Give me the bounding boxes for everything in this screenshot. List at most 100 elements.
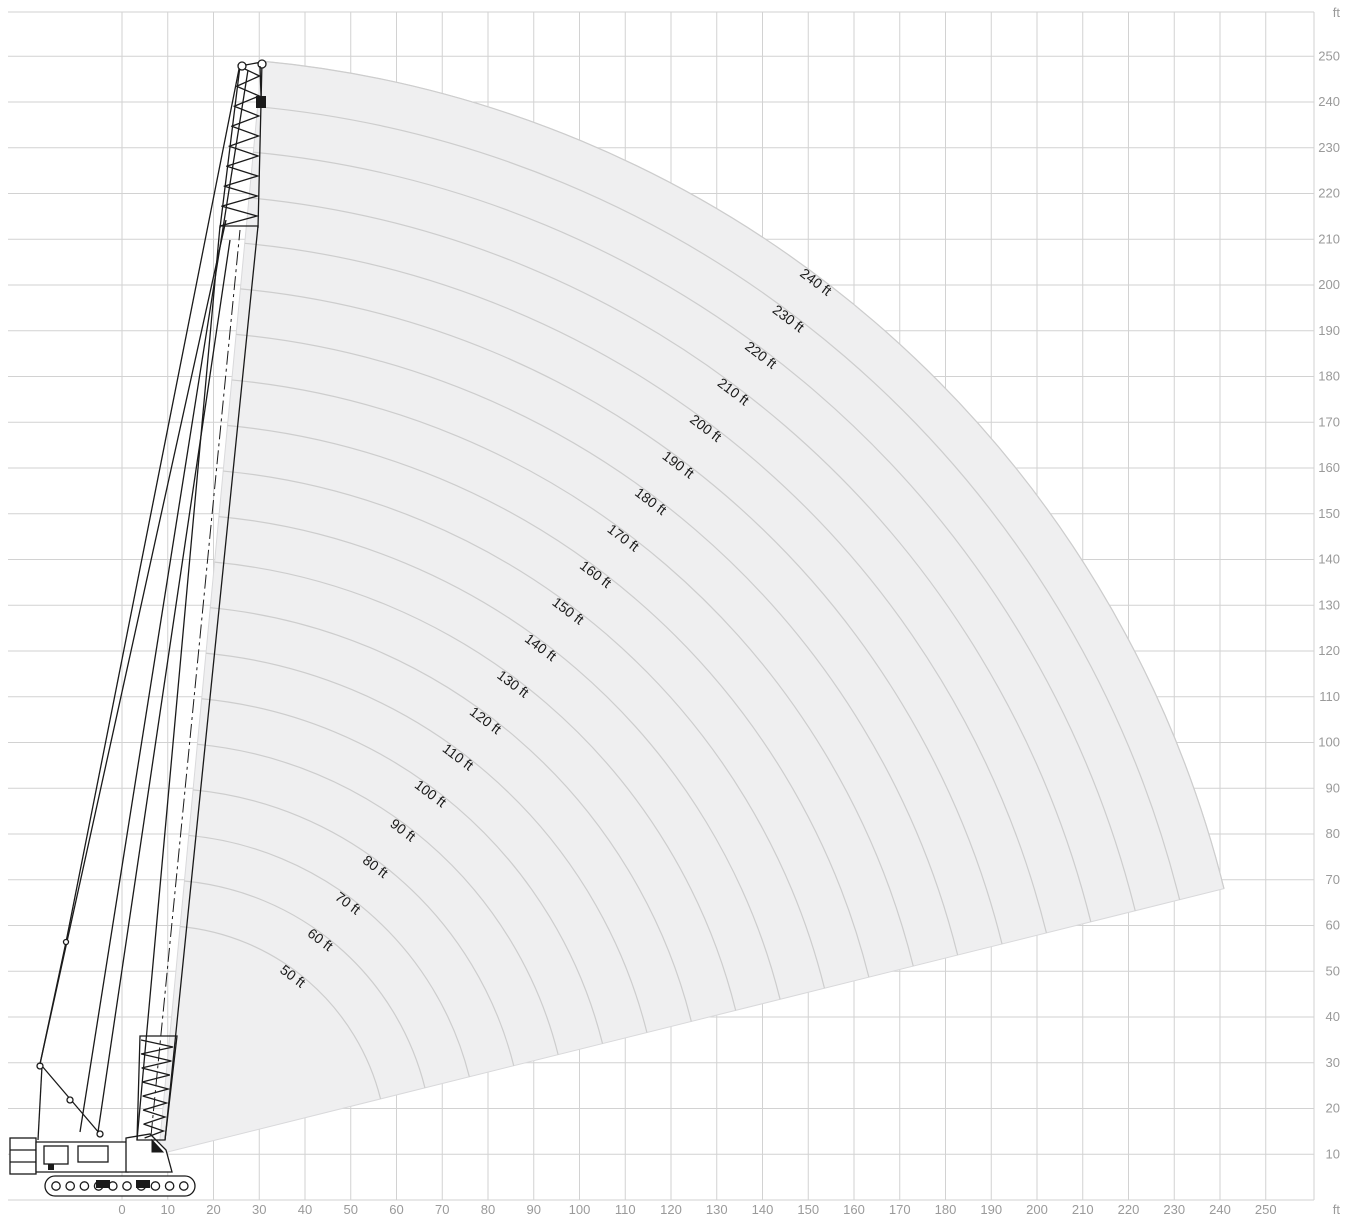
lattice-brace	[227, 145, 261, 167]
boom-length-arc	[227, 424, 870, 978]
x-tick-label: 90	[527, 1202, 541, 1217]
y-tick-label: 150	[1318, 506, 1340, 521]
y-tick-label: 240	[1318, 94, 1340, 109]
y-tick-label: 90	[1326, 780, 1340, 795]
x-tick-label: 140	[752, 1202, 774, 1217]
lattice-brace	[222, 185, 260, 207]
pendant-pin	[66, 1096, 74, 1104]
boom-length-arc	[261, 60, 1225, 889]
y-axis-unit-label: ft	[1333, 5, 1341, 20]
x-tick-label: 220	[1118, 1202, 1140, 1217]
crawler-track	[44, 1175, 196, 1197]
y-tick-label: 100	[1318, 735, 1340, 750]
lattice-brace	[142, 1095, 169, 1111]
boom-length-arc	[218, 515, 781, 1000]
boom-length-arc	[192, 789, 515, 1066]
x-tick-label: 110	[615, 1202, 636, 1217]
axis-labels: ft ft 0 10 20 30 40 50 60 70 80 90 100 110 120 130 140…	[118, 5, 1340, 1217]
y-tick-label: 200	[1318, 277, 1340, 292]
x-tick-label: 0	[118, 1202, 125, 1217]
track-roller	[79, 1181, 90, 1191]
lattice-brace	[224, 165, 260, 187]
track-roller	[178, 1181, 189, 1191]
boom-length-arc	[205, 652, 648, 1033]
lattice-brace	[142, 1109, 168, 1125]
y-tick-label: 210	[1318, 231, 1340, 246]
boom-length-arc	[188, 834, 470, 1077]
x-tick-label: 10	[161, 1202, 175, 1217]
hook-line	[259, 65, 262, 97]
pendant-pin	[96, 1130, 104, 1138]
y-tick-label: 220	[1318, 186, 1340, 201]
x-tick-label: 180	[935, 1202, 957, 1217]
boom-length-arc	[223, 470, 826, 989]
hoist-line	[79, 69, 249, 1133]
y-tick-label: 130	[1318, 597, 1340, 612]
boom-length-arc	[214, 561, 737, 1011]
boom-length-arc	[257, 106, 1181, 900]
x-tick-label: 120	[660, 1202, 682, 1217]
y-tick-label: 10	[1326, 1146, 1340, 1161]
boom-length-arc	[210, 607, 692, 1022]
x-tick-label: 200	[1026, 1202, 1048, 1217]
lattice-brace	[234, 85, 261, 107]
y-tick-label: 20	[1326, 1101, 1340, 1116]
x-tick-label: 70	[435, 1202, 449, 1217]
x-axis-unit-label: ft	[1333, 1202, 1341, 1217]
y-tick-label: 110	[1319, 689, 1340, 704]
x-tick-label: 160	[843, 1202, 865, 1217]
boom-length-arc	[236, 333, 959, 956]
x-tick-label: 190	[980, 1202, 1002, 1217]
x-tick-label: 20	[206, 1202, 220, 1217]
y-tick-label: 120	[1318, 643, 1340, 658]
lattice-brace	[141, 1053, 172, 1069]
boom-length-arcs	[180, 60, 1225, 1100]
lattice-brace	[229, 125, 261, 147]
boom-pendant-2	[39, 219, 227, 1065]
y-tick-label: 70	[1326, 872, 1340, 887]
machinery-box	[43, 1145, 69, 1165]
boom-length-arc	[197, 743, 559, 1055]
tip-sheave	[237, 61, 247, 71]
boom-length-arc	[244, 242, 1048, 934]
boom-length-arc	[240, 288, 1003, 945]
x-tick-label: 170	[889, 1202, 911, 1217]
x-tick-label: 50	[344, 1202, 358, 1217]
crawler-crane-illustration	[9, 59, 267, 1197]
y-tick-label: 40	[1326, 1009, 1340, 1024]
operator-cab	[125, 1133, 173, 1173]
x-tick-label: 40	[298, 1202, 312, 1217]
boom-length-arc	[248, 197, 1092, 922]
body-detail	[48, 1164, 54, 1170]
y-tick-label: 160	[1318, 460, 1340, 475]
track-roller	[150, 1181, 161, 1191]
lattice-brace	[232, 105, 261, 127]
y-tick-label: 60	[1326, 918, 1340, 933]
x-tick-label: 250	[1255, 1202, 1277, 1217]
lattice-brace	[141, 1067, 170, 1083]
boom-length-arc	[201, 698, 604, 1044]
lattice-brace	[219, 205, 260, 227]
y-tick-label: 50	[1326, 963, 1340, 978]
track-block	[136, 1180, 150, 1188]
boom-pendant	[65, 63, 241, 943]
track-roller	[164, 1181, 175, 1191]
cab-window	[151, 1138, 165, 1153]
lattice-brace	[237, 65, 262, 87]
x-tick-label: 60	[389, 1202, 403, 1217]
boom-butt-section	[136, 1035, 178, 1141]
x-tick-label: 30	[252, 1202, 266, 1217]
boom-centerline	[150, 229, 241, 1137]
track-roller	[51, 1181, 61, 1191]
x-tick-label: 100	[569, 1202, 591, 1217]
x-tick-label: 240	[1209, 1202, 1231, 1217]
tip-sheave	[257, 59, 267, 69]
boom-length-arc	[231, 379, 914, 967]
lattice-brace	[142, 1081, 171, 1097]
boom-length-arc	[180, 925, 382, 1100]
boom-length-arc	[184, 880, 426, 1088]
lattice-brace	[140, 1039, 174, 1055]
y-tick-label: 180	[1318, 369, 1340, 384]
hoist-line-2	[97, 239, 231, 1133]
